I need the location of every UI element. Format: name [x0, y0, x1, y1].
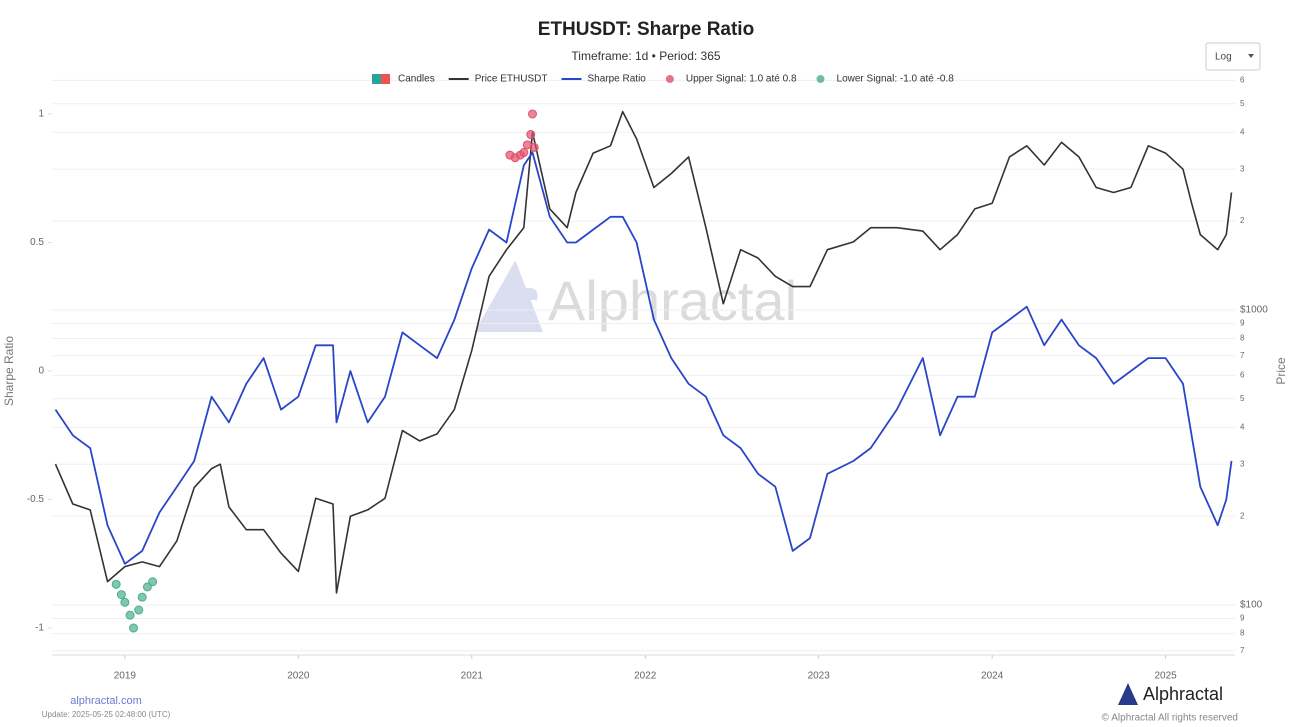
y-tick-label: -0.5	[27, 494, 45, 505]
y2-tick-label: 6	[1240, 75, 1245, 84]
x-tick-label: 2024	[981, 671, 1004, 682]
y2-axis-label: Price	[1274, 357, 1288, 385]
y2-tick-label: 4	[1240, 422, 1245, 431]
x-tick-label: 2021	[461, 671, 484, 682]
y2-tick-label: 2	[1240, 511, 1245, 520]
y2-tick-label: 5	[1240, 394, 1245, 403]
series-line	[54, 151, 1233, 565]
legend: Candles Price ETHUSDT Sharpe Ratio Upper Si…	[372, 74, 954, 85]
legend-label: Sharpe Ratio	[588, 74, 647, 85]
legend-label: Price ETHUSDT	[475, 74, 548, 85]
footer-brand: Alphractal	[1143, 684, 1223, 704]
y2-tick-label: 9	[1240, 614, 1245, 623]
y2-tick-label: 3	[1240, 164, 1245, 173]
y2-tick-label: 7	[1240, 646, 1245, 655]
chart-subtitle: Timeframe: 1d • Period: 365	[571, 49, 720, 63]
legend-dot	[665, 75, 674, 83]
x-tick-label: 2019	[114, 671, 137, 682]
watermark: Alphractal	[474, 260, 797, 332]
signal-point	[134, 605, 144, 615]
legend-candle-up	[372, 74, 381, 84]
signal-point	[529, 142, 539, 152]
signal-point	[526, 130, 536, 140]
scale-selector[interactable]: Log	[1205, 42, 1261, 71]
signal-point	[125, 610, 135, 620]
legend-label: Lower Signal: -1.0 até -0.8	[837, 74, 955, 85]
x-tick-label: 2023	[808, 671, 831, 682]
series-line	[54, 110, 1233, 594]
y2-tick-label: 4	[1240, 127, 1245, 136]
scale-selector-box[interactable]	[1205, 42, 1261, 71]
x-tick-label: 2022	[634, 671, 657, 682]
y2-tick-label: 8	[1240, 629, 1245, 638]
legend-label: Upper Signal: 1.0 até 0.8	[686, 74, 797, 85]
y-tick-label: 0	[38, 366, 44, 377]
y-tick-label: 0.5	[30, 237, 44, 248]
footer-update: Update: 2025-05-25 02:48:00 (UTC)	[42, 710, 171, 719]
y-tick-label: 1	[38, 109, 44, 120]
legend-dot	[816, 75, 825, 83]
brand-logo	[1118, 683, 1138, 705]
y2-tick-label: 7	[1240, 351, 1245, 360]
footer-site[interactable]: alphractal.com	[70, 695, 142, 707]
signal-point	[519, 148, 529, 158]
y-axis-label: Sharpe Ratio	[2, 336, 16, 406]
dropdown-arrow[interactable]	[1248, 54, 1254, 58]
y2-tick-label: 2	[1240, 216, 1245, 225]
signal-point	[527, 109, 537, 119]
signal-point	[148, 577, 158, 587]
y2-tick-label: $1000	[1240, 305, 1268, 316]
chart-title: ETHUSDT: Sharpe Ratio	[538, 19, 754, 40]
y2-tick-label: 3	[1240, 459, 1245, 468]
signal-point	[129, 623, 139, 633]
x-tick-label: 2025	[1154, 671, 1177, 682]
y2-tick-label: 5	[1240, 99, 1245, 108]
footer-copyright: © Alphractal All rights reserved	[1102, 713, 1238, 724]
scale-selector-label[interactable]: Log	[1215, 52, 1232, 63]
watermark-logo	[474, 260, 543, 332]
x-tick-label: 2020	[287, 671, 310, 682]
grid	[48, 79, 1235, 659]
y2-tick-label: 6	[1240, 371, 1245, 380]
signal-point	[116, 590, 126, 600]
y2-tick-label: $100	[1240, 600, 1263, 611]
watermark-text: Alphractal	[548, 269, 797, 332]
y2-tick-label: 8	[1240, 334, 1245, 343]
signal-point	[111, 579, 121, 589]
legend-label: Candles	[398, 74, 435, 85]
legend-candle-down	[381, 74, 390, 84]
y2-tick-label: 9	[1240, 319, 1245, 328]
y-tick-label: -1	[35, 623, 44, 634]
signal-point	[137, 592, 147, 602]
signal-point	[120, 597, 130, 607]
